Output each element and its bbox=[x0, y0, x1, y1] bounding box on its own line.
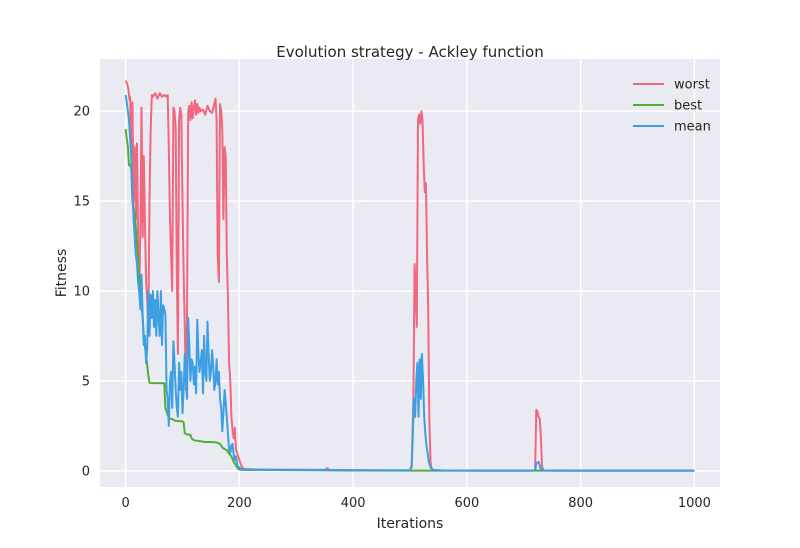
y-tick-label-1: 5 bbox=[82, 374, 90, 389]
series-line-worst bbox=[124, 80, 695, 472]
legend: worst best mean bbox=[633, 78, 711, 135]
x-tick-label-5: 1000 bbox=[678, 496, 711, 511]
y-tick-label-4: 20 bbox=[73, 105, 90, 120]
legend-label-best: best bbox=[674, 99, 702, 114]
x-axis-label: Iterations bbox=[377, 516, 444, 532]
series-line-mean bbox=[124, 94, 695, 472]
x-tick-label-0: 0 bbox=[121, 496, 129, 511]
series-lines bbox=[124, 80, 695, 472]
x-tick-label-2: 400 bbox=[341, 496, 366, 511]
y-tick-labels: 0 5 10 15 20 bbox=[73, 105, 90, 480]
legend-label-mean: mean bbox=[674, 120, 711, 135]
grid-x bbox=[124, 59, 696, 487]
x-tick-label-4: 800 bbox=[568, 496, 593, 511]
chart-title: Evolution strategy - Ackley function bbox=[276, 43, 543, 61]
x-tick-label-3: 600 bbox=[454, 496, 479, 511]
x-tick-label-1: 200 bbox=[227, 496, 252, 511]
y-tick-label-0: 0 bbox=[82, 464, 90, 479]
y-axis-label: Fitness bbox=[54, 249, 70, 298]
y-tick-label-3: 15 bbox=[73, 195, 90, 210]
y-tick-label-2: 10 bbox=[73, 284, 90, 299]
legend-label-worst: worst bbox=[674, 78, 710, 93]
series-line-best bbox=[124, 128, 695, 472]
x-tick-labels: 0 200 400 600 800 1000 bbox=[121, 496, 710, 511]
plot-background bbox=[100, 59, 720, 487]
